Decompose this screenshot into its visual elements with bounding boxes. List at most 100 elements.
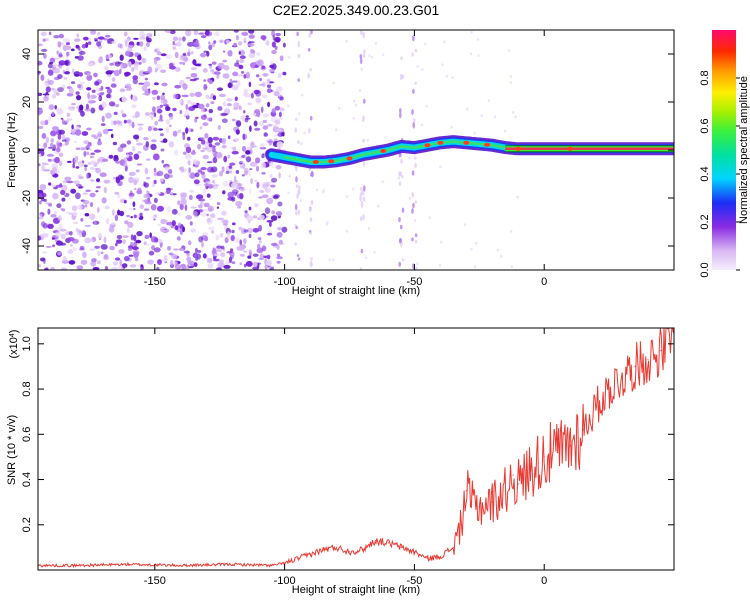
noise-blob (222, 219, 229, 225)
noise-blob (377, 204, 380, 208)
noise-blob (191, 67, 198, 70)
noise-blob (164, 30, 172, 34)
noise-blob (90, 160, 96, 165)
noise-blob (187, 160, 191, 166)
noise-blob (277, 201, 283, 207)
noise-blob (105, 86, 110, 90)
noise-blob (160, 218, 167, 225)
noise-blob (93, 72, 98, 78)
noise-blob (123, 255, 130, 262)
noise-blob (55, 184, 63, 188)
snr-point (374, 540, 377, 542)
noise-blob (168, 124, 172, 128)
noise-blob (469, 52, 473, 56)
noise-blob (274, 119, 281, 125)
noise-blob (160, 148, 165, 152)
noise-blob (120, 63, 124, 70)
snr-point (608, 388, 610, 390)
noise-blob (273, 124, 277, 127)
noise-blob (139, 41, 144, 47)
noise-blob (53, 35, 60, 39)
snr-point (387, 542, 389, 544)
noise-blob (133, 153, 140, 160)
noise-blob (257, 59, 264, 67)
noise-blob (288, 55, 291, 59)
noise-blob (103, 38, 109, 41)
noise-blob (38, 43, 43, 47)
noise-blob (47, 79, 54, 85)
noise-blob (238, 105, 242, 111)
snr-point (452, 546, 454, 549)
noise-blob (201, 107, 205, 113)
noise-blob (54, 156, 60, 164)
noise-blob (79, 245, 85, 250)
noise-blob (269, 81, 274, 84)
noise-blob (137, 54, 142, 61)
noise-blob (113, 156, 119, 162)
noise-blob (234, 138, 240, 142)
noise-blob (116, 124, 123, 127)
noise-blob (210, 69, 215, 72)
noise-blob (168, 141, 175, 148)
noise-blob (153, 127, 158, 131)
noise-blob (117, 146, 124, 153)
noise-blob (41, 48, 48, 53)
noise-blob (200, 202, 204, 205)
noise-blob (194, 117, 198, 123)
noise-streak (362, 115, 365, 120)
noise-blob (202, 147, 208, 150)
noise-blob (63, 77, 68, 80)
noise-blob (119, 210, 125, 217)
noise-blob (244, 167, 249, 174)
noise-blob (220, 252, 226, 258)
noise-blob (105, 112, 112, 119)
noise-blob (245, 150, 251, 155)
noise-streak (414, 162, 417, 169)
noise-blob (381, 180, 384, 184)
noise-blob (70, 188, 77, 194)
noise-blob (100, 123, 106, 126)
noise-blob (276, 129, 282, 132)
noise-blob (226, 251, 233, 254)
noise-blob (89, 202, 94, 207)
noise-blob (83, 150, 87, 157)
y-tick-label: 1.0 (21, 336, 33, 351)
noise-blob (130, 234, 134, 241)
noise-blob (298, 112, 301, 115)
noise-blob (223, 155, 228, 163)
noise-blob (83, 36, 89, 41)
noise-blob (101, 197, 107, 204)
snr-point (569, 445, 571, 447)
noise-blob (271, 41, 276, 48)
noise-blob (46, 153, 54, 157)
noise-blob (252, 228, 260, 233)
noise-blob (239, 239, 242, 246)
noise-blob (38, 143, 41, 147)
noise-blob (268, 69, 275, 73)
noise-blob (128, 176, 134, 184)
noise-blob (475, 241, 478, 245)
noise-blob (178, 247, 184, 251)
noise-blob (174, 149, 179, 157)
noise-blob (230, 235, 235, 242)
noise-blob (202, 68, 208, 73)
noise-blob (503, 129, 507, 133)
noise-blob (75, 166, 80, 169)
noise-blob (110, 120, 115, 126)
noise-blob (58, 129, 65, 135)
noise-streak (309, 115, 313, 121)
noise-blob (131, 95, 138, 102)
noise-blob (451, 76, 454, 79)
noise-blob (253, 261, 258, 267)
noise-blob (214, 31, 221, 37)
noise-blob (189, 189, 195, 193)
noise-blob (171, 220, 176, 227)
noise-blob (103, 186, 107, 194)
noise-streak (363, 98, 366, 104)
noise-blob (75, 192, 81, 200)
noise-blob (98, 96, 101, 101)
noise-blob (345, 229, 349, 233)
noise-blob (174, 67, 181, 72)
noise-blob (152, 97, 156, 100)
noise-blob (104, 205, 110, 210)
